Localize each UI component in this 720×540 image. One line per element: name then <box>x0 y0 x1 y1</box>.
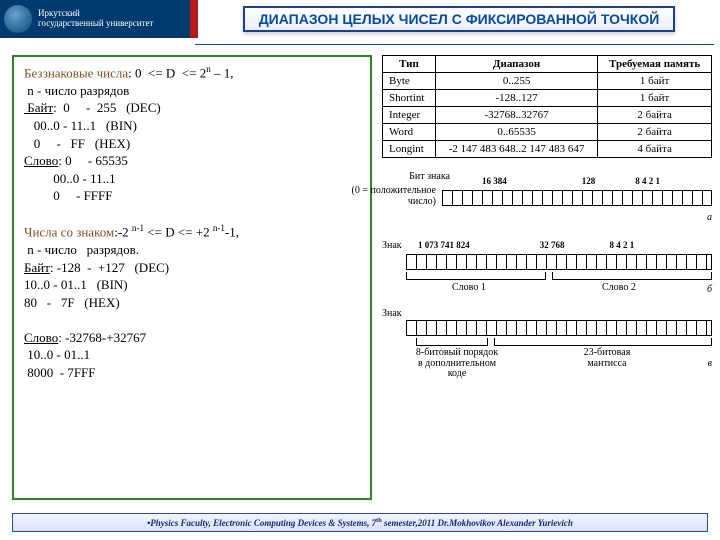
bracket-w1 <box>406 272 546 280</box>
bracket-mant <box>494 338 712 346</box>
header-rule <box>195 44 714 45</box>
title-wrap: ДИАПАЗОН ЦЕЛЫХ ЧИСЕЛ С ФИКСИРОВАННОЙ ТОЧ… <box>198 0 720 38</box>
word-bin: 00..0 - 11..1 <box>24 170 360 188</box>
byte-dec: Байт: 0 - 255 (DEC) <box>24 99 360 117</box>
org-name: Иркутский государственный университет <box>38 9 153 29</box>
byte-bin: 00..0 - 11..1 (BIN) <box>24 117 360 135</box>
bit-labels-a: 16 384 128 8 4 2 1 <box>442 176 712 186</box>
mant-label: 23-битоваямантисса <box>557 348 657 369</box>
n-bits: n - число разрядов <box>24 82 360 100</box>
bit-strip-c <box>406 320 712 336</box>
col-type: Тип <box>383 56 436 73</box>
bit-strip-b <box>406 254 712 270</box>
bracket-w2 <box>552 272 712 280</box>
sign-b: Знак <box>382 240 402 251</box>
sign-c: Знак <box>382 308 402 319</box>
unsigned-head: Беззнаковые числа: 0 <= D <= 2n – 1, <box>24 63 360 82</box>
word1-label: Слово 1 <box>452 282 486 293</box>
org-line2: государственный университет <box>38 19 153 29</box>
col-mem: Требуемая память <box>598 56 712 73</box>
table-row: Integer-32768..327672 байта <box>383 107 712 124</box>
slide-title: ДИАПАЗОН ЦЕЛЫХ ЧИСЕЛ С ФИКСИРОВАННОЙ ТОЧ… <box>243 6 676 32</box>
footer-text-a: Physics Faculty, Electronic Computing De… <box>150 518 376 528</box>
diagram-b: Знак 1 073 741 824 32 768 8 4 2 1 Слово … <box>382 240 712 298</box>
footer: •Physics Faculty, Electronic Computing D… <box>12 513 708 532</box>
diagram-c: Знак 8-битовый порядокв дополнительномко… <box>382 308 712 378</box>
org-block: Иркутский государственный университет <box>0 0 190 38</box>
exp-label: 8-битовый порядокв дополнительномкоде <box>412 348 502 380</box>
table-row: Shortint-128..1271 байт <box>383 90 712 107</box>
table-row: Longint-2 147 483 648..2 147 483 6474 ба… <box>383 141 712 158</box>
right-column: Тип Диапазон Требуемая память Byte0..255… <box>382 55 712 500</box>
sbyte-bin: 10..0 - 01..1 (BIN) <box>24 276 360 294</box>
sword-hex: 8000 - 7FFF <box>24 364 360 382</box>
word-head: Слово: 0 - 65535 <box>24 152 360 170</box>
col-range: Диапазон <box>435 56 597 73</box>
byte-hex: 0 - FF (HEX) <box>24 135 360 153</box>
diagram-a: Бит знака (0 = положительноечисло) 16 38… <box>382 176 712 234</box>
bracket-exp <box>416 338 488 346</box>
sword-bin: 10..0 - 01..1 <box>24 346 360 364</box>
signed-head: Числа со знаком:-2 n-1 <= D <= +2 n-1-1, <box>24 222 360 241</box>
ranges-box: Беззнаковые числа: 0 <= D <= 2n – 1, n -… <box>12 55 372 500</box>
sbyte-hex: 80 - 7F (HEX) <box>24 294 360 312</box>
n-bits2: n - число разрядов. <box>24 241 360 259</box>
tag-a: а <box>707 212 712 223</box>
blank2 <box>24 311 360 329</box>
main-content: Беззнаковые числа: 0 <= D <= 2n – 1, n -… <box>12 55 712 500</box>
sbyte-dec: Байт: -128 - +127 (DEC) <box>24 259 360 277</box>
bit-labels-b: 1 073 741 824 32 768 8 4 2 1 <box>412 240 712 250</box>
table-row: Byte0..2551 байт <box>383 73 712 90</box>
red-strip <box>190 0 198 38</box>
table-row: Word0..655352 байта <box>383 124 712 141</box>
sword-head: Слово: -32768-+32767 <box>24 329 360 347</box>
bit-strip-a <box>442 190 712 206</box>
word-hex: 0 - FFFF <box>24 187 360 205</box>
word2-label: Слово 2 <box>602 282 636 293</box>
blank1 <box>24 205 360 223</box>
tag-c: в <box>708 358 712 369</box>
university-logo-icon <box>4 5 32 33</box>
footer-text-b: semester,2011 Dr.Mokhovikov Alexander Yu… <box>382 518 573 528</box>
sign-note2: (0 = положительноечисло) <box>346 186 436 207</box>
types-header-row: Тип Диапазон Требуемая память <box>383 56 712 73</box>
header: Иркутский государственный университет ДИ… <box>0 0 720 38</box>
types-table: Тип Диапазон Требуемая память Byte0..255… <box>382 55 712 158</box>
tag-b: б <box>707 284 712 295</box>
sign-note: Бит знака <box>380 172 450 183</box>
types-body: Byte0..2551 байт Shortint-128..1271 байт… <box>383 73 712 158</box>
